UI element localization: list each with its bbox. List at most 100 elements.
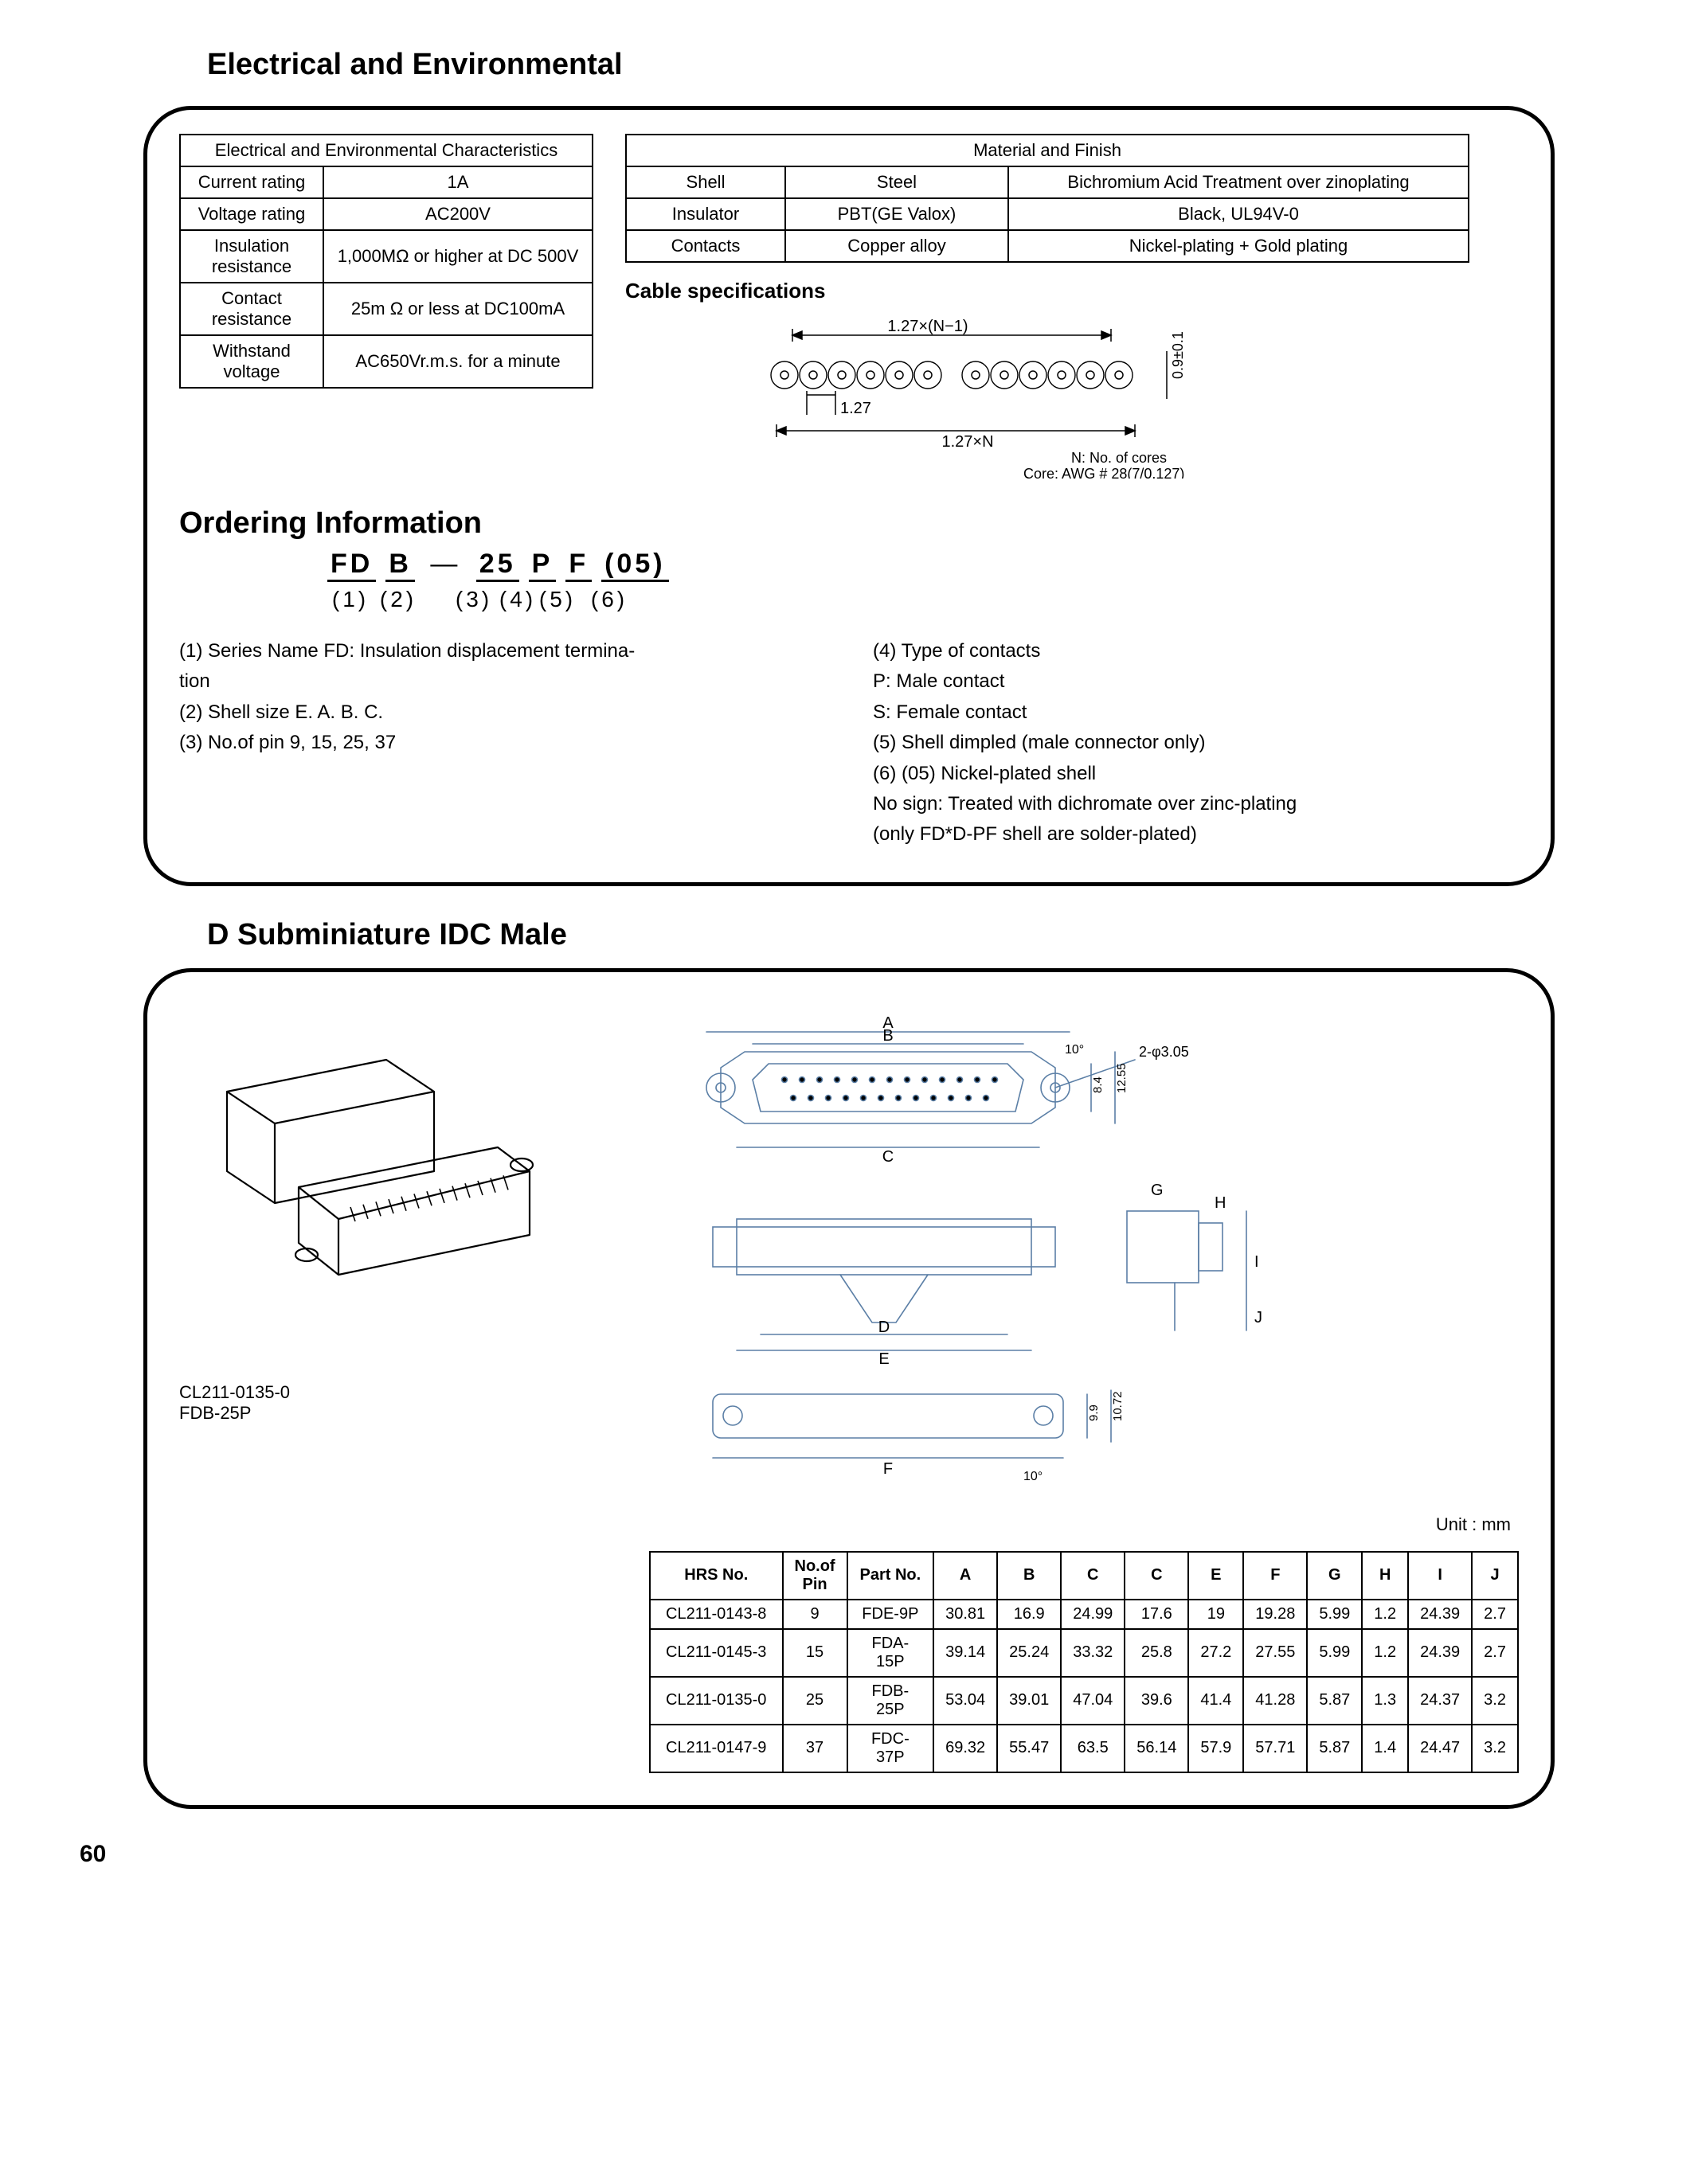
dim-table-cell: 69.32 (933, 1725, 997, 1772)
material-cell: Shell (626, 166, 785, 198)
material-table: Material and Finish Shell Steel Bichromi… (625, 134, 1469, 263)
dim-table-cell: 39.14 (933, 1629, 997, 1677)
right-column: Material and Finish Shell Steel Bichromi… (625, 134, 1519, 483)
legend-line: S: Female contact (873, 697, 1519, 728)
page-number: 60 (80, 1841, 1642, 1868)
ordering-dash: — (420, 549, 471, 579)
svg-text:C: C (882, 1148, 894, 1166)
svg-text:D: D (878, 1319, 890, 1336)
ordering-seg: 25 (476, 549, 519, 582)
svg-text:1.27×(N−1): 1.27×(N−1) (887, 319, 968, 335)
elec-row-value: AC650Vr.m.s. for a minute (323, 335, 593, 388)
dim-table-cell: 5.99 (1307, 1629, 1362, 1677)
ordering-seg: B (385, 549, 415, 582)
svg-text:10°: 10° (1023, 1470, 1043, 1483)
ordering-guides: (1)(2)(3)(4)(5)(6) (323, 587, 1519, 612)
material-cell: Bichromium Acid Treatment over zinoplati… (1008, 166, 1469, 198)
dim-table-cell: 24.37 (1408, 1677, 1472, 1725)
dim-table-cell: CL211-0147-9 (650, 1725, 783, 1772)
ordering-guide: (4) (498, 587, 538, 612)
ordering-code: FDB — 25PF(05) (323, 549, 1519, 582)
dim-table-cell: 47.04 (1061, 1677, 1125, 1725)
dim-table-cell: 1.2 (1362, 1600, 1408, 1629)
dim-table-cell: 55.47 (997, 1725, 1061, 1772)
dim-table-cell: 24.99 (1061, 1600, 1125, 1629)
dimension-table: HRS No.No.of PinPart No.ABCCEFGHIJCL211-… (649, 1551, 1519, 1773)
dim-section: CL211-0135-0 FDB-25P (179, 996, 1519, 1773)
legend-line: (3) No.of pin 9, 15, 25, 37 (179, 728, 825, 758)
dim-table-cell: 19.28 (1243, 1600, 1307, 1629)
dim-table-cell: 5.87 (1307, 1677, 1362, 1725)
dim-table-header: F (1243, 1552, 1307, 1600)
dim-table-cell: 3.2 (1472, 1725, 1518, 1772)
svg-text:J: J (1254, 1309, 1262, 1326)
dim-table-header: G (1307, 1552, 1362, 1600)
dim-table-cell: 37 (783, 1725, 847, 1772)
cable-diagram: 1.27×(N−1) 0.9±0.1 1.27 (625, 319, 1230, 479)
material-cell: Insulator (626, 198, 785, 230)
svg-text:G: G (1151, 1182, 1164, 1199)
dim-table-header: C (1061, 1552, 1125, 1600)
elec-row-label: Contact resistance (180, 283, 323, 335)
legend-line: (5) Shell dimpled (male connector only) (873, 728, 1519, 758)
svg-text:10.72: 10.72 (1111, 1391, 1125, 1421)
connector-isometric-svg (179, 1028, 593, 1362)
elec-row-label: Insulation resistance (180, 230, 323, 283)
dim-table-cell: 24.47 (1408, 1725, 1472, 1772)
cable-spec-label: Cable specifications (625, 279, 1519, 303)
dim-table-cell: 2.7 (1472, 1629, 1518, 1677)
material-cell: PBT(GE Valox) (785, 198, 1008, 230)
elec-row-value: 25m Ω or less at DC100mA (323, 283, 593, 335)
elec-row-label: Withstand voltage (180, 335, 323, 388)
legend-line: (1) Series Name FD: Insulation displacem… (179, 636, 825, 666)
part-label-1: CL211-0135-0 (179, 1382, 625, 1403)
ordering-seg: F (565, 549, 592, 582)
dim-table-cell: CL211-0145-3 (650, 1629, 783, 1677)
svg-text:9.9: 9.9 (1087, 1405, 1101, 1421)
material-cell: Black, UL94V-0 (1008, 198, 1469, 230)
dim-table-cell: 24.39 (1408, 1600, 1472, 1629)
material-cell: Nickel-plating + Gold plating (1008, 230, 1469, 262)
elec-row-value: 1A (323, 166, 593, 198)
dim-table-cell: 15 (783, 1629, 847, 1677)
dim-table-header: No.of Pin (783, 1552, 847, 1600)
dim-table-cell: 39.6 (1125, 1677, 1188, 1725)
connector-isometric: CL211-0135-0 FDB-25P (179, 996, 625, 1773)
material-cell: Contacts (626, 230, 785, 262)
dim-table-cell: 25 (783, 1677, 847, 1725)
dim-table-cell: 56.14 (1125, 1725, 1188, 1772)
dim-table-cell: FDA-15P (847, 1629, 934, 1677)
bubble-dsub: CL211-0135-0 FDB-25P (143, 968, 1555, 1809)
dim-table-cell: 57.9 (1188, 1725, 1243, 1772)
svg-text:1.27×N: 1.27×N (941, 433, 993, 451)
ordering-guide: (1) (323, 587, 378, 612)
dim-table-cell: FDB-25P (847, 1677, 934, 1725)
dim-table-header: E (1188, 1552, 1243, 1600)
svg-text:1.27: 1.27 (840, 400, 871, 417)
dim-table-cell: 9 (783, 1600, 847, 1629)
ordering-title: Ordering Information (179, 506, 1519, 541)
section-title-electrical: Electrical and Environmental (207, 48, 1642, 82)
dim-table-cell: FDE-9P (847, 1600, 934, 1629)
dim-table-cell: 27.55 (1243, 1629, 1307, 1677)
legend-line: No sign: Treated with dichromate over zi… (873, 789, 1519, 819)
dim-table-cell: 1.3 (1362, 1677, 1408, 1725)
dim-table-header: J (1472, 1552, 1518, 1600)
connector-part-labels: CL211-0135-0 FDB-25P (179, 1382, 625, 1424)
svg-text:E: E (878, 1350, 889, 1368)
svg-text:Core: AWG # 28(7/0.127): Core: AWG # 28(7/0.127) (1023, 466, 1184, 479)
ordering-legend: (1) Series Name FD: Insulation displacem… (179, 636, 1519, 850)
ordering-guide: (2) (378, 587, 418, 612)
page: Electrical and Environmental Electrical … (48, 48, 1642, 1868)
dim-table-cell: 1.4 (1362, 1725, 1408, 1772)
ordering-legend-right: (4) Type of contacts P: Male contact S: … (873, 636, 1519, 850)
dim-table-cell: 41.28 (1243, 1677, 1307, 1725)
svg-text:F: F (883, 1460, 893, 1478)
dim-table-cell: FDC-37P (847, 1725, 934, 1772)
dim-table-cell: 39.01 (997, 1677, 1061, 1725)
dim-table-cell: 24.39 (1408, 1629, 1472, 1677)
elec-row-value: AC200V (323, 198, 593, 230)
dim-table-header: A (933, 1552, 997, 1600)
dim-table-cell: 5.99 (1307, 1600, 1362, 1629)
svg-text:N: No. of cores: N: No. of cores (1071, 450, 1167, 466)
